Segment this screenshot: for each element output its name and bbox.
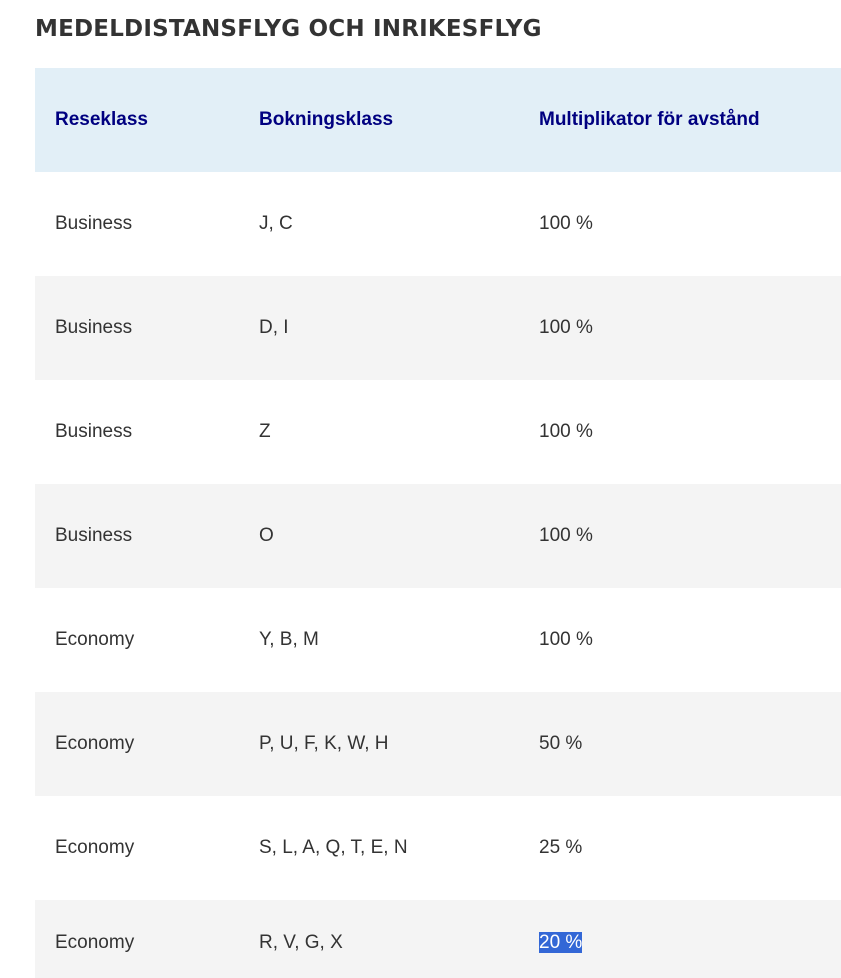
cell-booking-class: O [259, 525, 274, 546]
header-multiplier: Multiplikator för avstånd [539, 109, 760, 130]
cell-multiplier: 20 % [519, 900, 841, 978]
cell-multiplier: 100 % [539, 525, 593, 546]
table-row: Business J, C 100 % [35, 172, 841, 276]
header-travel-class: Reseklass [55, 109, 148, 130]
table-row: Business D, I 100 % [35, 276, 841, 380]
table-header-row: Reseklass Bokningsklass Multiplikator fö… [35, 68, 841, 172]
section-title: MEDELDISTANSFLYG OCH INRIKESFLYG [35, 16, 542, 42]
cell-booking-class: Z [259, 421, 271, 442]
cell-travel-class: Economy [55, 629, 135, 650]
table-row: Business O 100 % [35, 484, 841, 588]
table-row: Economy S, L, A, Q, T, E, N 25 % [35, 796, 841, 900]
cell-multiplier: 100 % [539, 421, 593, 442]
cell-booking-class: D, I [259, 317, 289, 338]
cell-multiplier: 100 % [539, 213, 593, 234]
cell-multiplier: 25 % [539, 837, 583, 858]
table-row: Business Z 100 % [35, 380, 841, 484]
multiplier-table: Reseklass Bokningsklass Multiplikator fö… [35, 68, 841, 978]
cell-booking-class: Y, B, M [259, 629, 319, 650]
cell-travel-class: Economy [55, 733, 135, 754]
cell-travel-class: Business [55, 317, 133, 338]
cell-multiplier: 100 % [539, 629, 593, 650]
cell-booking-class: P, U, F, K, W, H [259, 733, 389, 754]
header-booking-class: Bokningsklass [259, 109, 394, 130]
cell-travel-class: Economy [55, 837, 135, 858]
table-row: Economy R, V, G, X 20 % [35, 900, 841, 978]
cell-multiplier: 100 % [539, 317, 593, 338]
cell-travel-class: Economy [55, 932, 135, 953]
cell-booking-class: R, V, G, X [259, 932, 343, 953]
cell-booking-class: J, C [259, 213, 293, 234]
selected-text-highlight[interactable]: 20 % [539, 932, 583, 953]
cell-booking-class: S, L, A, Q, T, E, N [259, 837, 408, 858]
cell-travel-class: Business [55, 213, 133, 234]
table-row: Economy Y, B, M 100 % [35, 588, 841, 692]
cell-multiplier: 50 % [539, 733, 583, 754]
cell-travel-class: Business [55, 421, 133, 442]
table-row: Economy P, U, F, K, W, H 50 % [35, 692, 841, 796]
cell-travel-class: Business [55, 525, 133, 546]
